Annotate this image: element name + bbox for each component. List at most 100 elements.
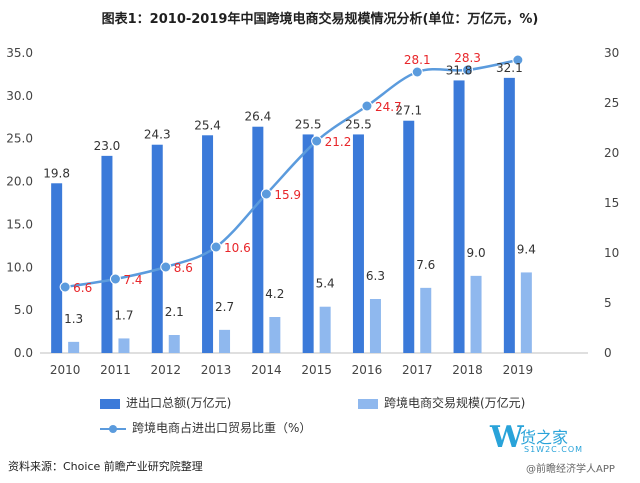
x-axis-tick: 2013 bbox=[201, 363, 232, 377]
bar-import-export-total bbox=[151, 144, 163, 353]
bar-cross-border-scale bbox=[520, 272, 532, 353]
bar-cross-border-scale bbox=[168, 335, 180, 353]
right-axis-tick: 30 bbox=[604, 46, 619, 60]
data-label-cross-border-scale: 9.4 bbox=[517, 242, 536, 256]
bar-import-export-total bbox=[352, 134, 364, 353]
data-label-import-export-total: 31.8 bbox=[446, 63, 473, 77]
left-axis-tick: 35.0 bbox=[6, 46, 33, 60]
data-label-cross-border-scale: 1.7 bbox=[114, 308, 133, 322]
source-note: 资料来源：Choice 前瞻产业研究院整理 bbox=[8, 460, 203, 473]
data-label-import-export-total: 26.4 bbox=[244, 110, 271, 124]
logo-text: 货之家 bbox=[520, 428, 569, 447]
point-cross-border-share bbox=[160, 261, 172, 273]
data-label-cross-border-share: 8.6 bbox=[174, 261, 193, 275]
x-axis-tick: 2016 bbox=[352, 363, 383, 377]
bar-import-export-total bbox=[101, 155, 113, 353]
right-axis-tick: 5 bbox=[604, 296, 612, 310]
bar-import-export-total bbox=[403, 120, 415, 353]
bar-cross-border-scale bbox=[118, 338, 130, 353]
data-label-import-export-total: 25.5 bbox=[345, 117, 372, 131]
x-axis-tick: 2012 bbox=[150, 363, 181, 377]
right-axis-tick: 10 bbox=[604, 246, 619, 260]
legend-import-export-total: 进出口总额(万亿元) bbox=[100, 394, 231, 411]
data-label-import-export-total: 23.0 bbox=[94, 139, 121, 153]
left-axis-tick: 0.0 bbox=[14, 346, 33, 360]
data-label-import-export-total: 25.4 bbox=[194, 118, 221, 132]
right-axis-tick: 20 bbox=[604, 146, 619, 160]
data-label-cross-border-share: 6.6 bbox=[73, 281, 92, 295]
data-label-cross-border-scale: 4.2 bbox=[265, 287, 284, 301]
data-label-cross-border-share: 28.1 bbox=[404, 53, 431, 67]
data-label-cross-border-share: 28.3 bbox=[454, 51, 481, 65]
legend-swatch-bar-dark bbox=[100, 398, 120, 409]
legend-cross-border-share: 跨境电商占进出口贸易比重（%） bbox=[100, 419, 311, 436]
right-axis-tick: 0 bbox=[604, 346, 612, 360]
bar-import-export-total bbox=[51, 183, 63, 353]
point-cross-border-share bbox=[210, 241, 222, 253]
x-axis-tick: 2015 bbox=[301, 363, 332, 377]
data-label-cross-border-share: 24.7 bbox=[375, 100, 402, 114]
point-cross-border-share bbox=[260, 188, 272, 200]
bar-cross-border-scale bbox=[269, 317, 281, 353]
data-label-import-export-total: 25.5 bbox=[295, 117, 322, 131]
data-label-import-export-total: 24.3 bbox=[144, 128, 171, 142]
data-label-cross-border-share: 15.9 bbox=[274, 188, 301, 202]
data-label-import-export-total: 19.8 bbox=[43, 166, 70, 180]
logo-letter: W bbox=[490, 420, 524, 455]
right-axis-tick: 15 bbox=[604, 196, 619, 210]
right-axis-tick: 25 bbox=[604, 96, 619, 110]
legend-swatch-line bbox=[100, 424, 126, 434]
data-label-cross-border-scale: 5.4 bbox=[316, 277, 335, 291]
data-label-cross-border-scale: 9.0 bbox=[467, 246, 486, 260]
left-axis-tick: 10.0 bbox=[6, 260, 33, 274]
legend-label-cross-border-share: 跨境电商占进出口贸易比重（%） bbox=[132, 421, 312, 435]
point-cross-border-share bbox=[462, 64, 474, 76]
bar-import-export-total bbox=[453, 80, 465, 353]
left-axis-tick: 5.0 bbox=[14, 303, 33, 317]
bar-cross-border-scale bbox=[420, 287, 432, 353]
chart-title: 图表1：2010-2019年中国跨境电商交易规模情况分析(单位：万亿元，%) bbox=[101, 12, 539, 27]
data-label-cross-border-share: 21.2 bbox=[325, 135, 352, 149]
bar-cross-border-scale bbox=[470, 275, 482, 353]
left-axis-tick: 30.0 bbox=[6, 89, 33, 103]
app-credit: @前瞻经济学人APP bbox=[526, 464, 615, 475]
x-axis-tick: 2017 bbox=[402, 363, 433, 377]
point-cross-border-share bbox=[512, 54, 524, 66]
legend-swatch-bar-light bbox=[358, 398, 378, 409]
bar-cross-border-scale bbox=[369, 299, 381, 353]
data-label-cross-border-scale: 2.7 bbox=[215, 300, 234, 314]
bar-import-export-total bbox=[302, 134, 314, 353]
left-axis-tick: 20.0 bbox=[6, 175, 33, 189]
bar-import-export-total bbox=[503, 77, 515, 353]
bar-cross-border-scale bbox=[219, 329, 231, 353]
data-label-import-export-total: 27.1 bbox=[395, 104, 422, 118]
bar-import-export-total bbox=[252, 126, 264, 353]
data-label-import-export-total: 32.1 bbox=[496, 61, 523, 75]
left-axis-tick: 15.0 bbox=[6, 217, 33, 231]
logo-domain: S1W2C.COM bbox=[524, 445, 584, 454]
series-line-cross-border-share bbox=[64, 58, 519, 289]
data-label-cross-border-share: 10.6 bbox=[224, 241, 251, 255]
x-axis-tick: 2018 bbox=[452, 363, 483, 377]
left-axis-tick: 25.0 bbox=[6, 132, 33, 146]
x-axis-tick: 2019 bbox=[503, 363, 534, 377]
point-cross-border-share bbox=[411, 66, 423, 78]
point-cross-border-share bbox=[361, 100, 373, 112]
bar-import-export-total bbox=[202, 135, 214, 353]
point-cross-border-share bbox=[109, 273, 121, 285]
bar-cross-border-scale bbox=[319, 306, 331, 353]
x-axis-tick: 2011 bbox=[100, 363, 131, 377]
brand-logo: W 货之家 S1W2C.COM bbox=[490, 420, 610, 456]
x-axis-tick: 2010 bbox=[50, 363, 81, 377]
data-label-cross-border-scale: 7.6 bbox=[416, 258, 435, 272]
data-label-cross-border-scale: 2.1 bbox=[165, 305, 184, 319]
data-label-cross-border-scale: 1.3 bbox=[64, 312, 83, 326]
point-cross-border-share bbox=[59, 281, 71, 293]
legend-cross-border-scale: 跨境电商交易规模(万亿元) bbox=[358, 394, 525, 411]
point-cross-border-share bbox=[311, 135, 323, 147]
data-label-cross-border-scale: 6.3 bbox=[366, 269, 385, 283]
x-axis-tick: 2014 bbox=[251, 363, 282, 377]
bar-cross-border-scale bbox=[68, 341, 80, 353]
legend-label-cross-border-scale: 跨境电商交易规模(万亿元) bbox=[384, 396, 526, 410]
